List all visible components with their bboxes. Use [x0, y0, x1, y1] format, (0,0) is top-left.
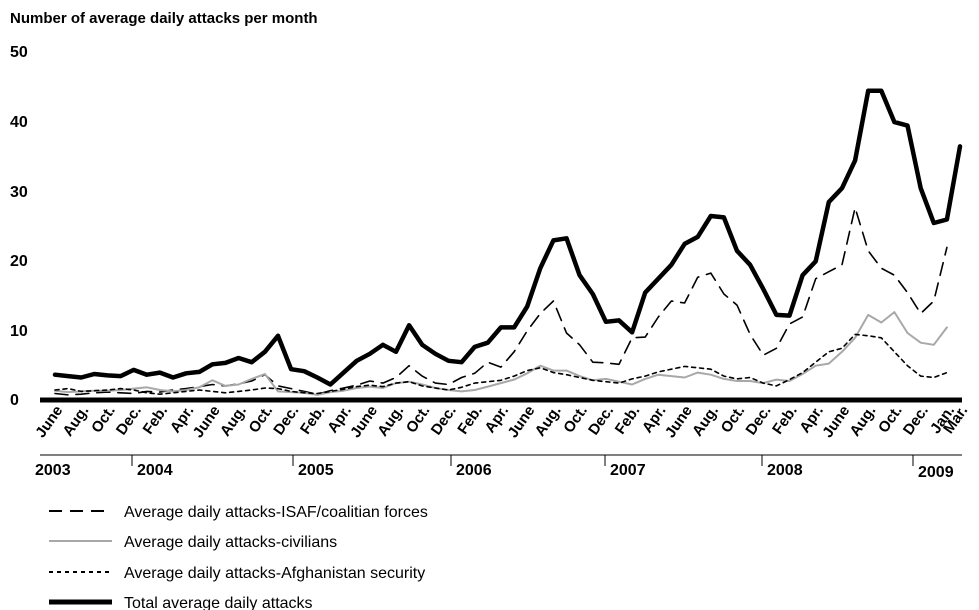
- y-tick-label: 20: [10, 253, 28, 270]
- series-line-3: [54, 333, 948, 396]
- x-tick-label: Dec.: [585, 403, 617, 439]
- x-tick-label: Oct.: [875, 403, 906, 437]
- x-tick-label: Dec.: [113, 403, 145, 439]
- x-tick-label: Aug.: [217, 403, 250, 440]
- x-tick-label: Dec.: [270, 403, 302, 439]
- year-label: 2006: [456, 462, 492, 479]
- y-tick-label: 30: [10, 184, 28, 201]
- x-tick-label: June: [32, 403, 66, 441]
- legend-item-civilians: Average daily attacks-civilians: [49, 534, 337, 551]
- series-line-2: [54, 311, 948, 396]
- year-label: 2003: [35, 462, 71, 479]
- x-tick-label: Oct.: [403, 403, 434, 437]
- x-tick-label: Feb.: [140, 403, 172, 438]
- x-tick-label: Aug.: [59, 403, 92, 440]
- legend-label: Average daily attacks-civilians: [124, 534, 337, 551]
- x-tick-label: June: [504, 403, 538, 441]
- x-tick-label: Oct.: [246, 403, 277, 437]
- legend-label: Average daily attacks-Afghanistan securi…: [124, 565, 425, 582]
- year-label: 2005: [298, 462, 334, 479]
- year-label: 2009: [918, 464, 954, 481]
- x-tick-label: June: [347, 403, 381, 441]
- x-tick-label: Oct.: [560, 403, 591, 437]
- x-tick-label: Oct.: [88, 403, 119, 437]
- x-tick-label: Dec.: [428, 403, 460, 439]
- y-tick-label: 0: [10, 392, 19, 409]
- legend-item-isaf: Average daily attacks-ISAF/coalitian for…: [49, 504, 428, 521]
- x-tick-label: Dec.: [742, 403, 774, 439]
- x-tick-label: Feb.: [297, 403, 329, 438]
- x-axis-ticks: JuneAug.Oct.Dec.Feb.Apr.JuneAug.Oct.Dec.…: [32, 403, 971, 441]
- x-tick-label: June: [190, 403, 224, 441]
- x-tick-label: Feb.: [454, 403, 486, 438]
- chart-title: Number of average daily attacks per mont…: [10, 10, 318, 27]
- x-tick-label: Aug.: [689, 403, 722, 440]
- x-tick-label: June: [819, 403, 853, 441]
- legend-item-total: Total average daily attacks: [49, 595, 313, 610]
- year-label: 2008: [767, 462, 803, 479]
- y-axis-ticks: 0 10 20 30 40 50: [10, 44, 28, 409]
- legend: Average daily attacks-ISAF/coalitian for…: [49, 504, 428, 610]
- legend-label: Average daily attacks-ISAF/coalitian for…: [124, 504, 428, 521]
- x-tick-label: Oct.: [718, 403, 749, 437]
- series-layer: [52, 88, 963, 396]
- year-label: 2007: [610, 462, 646, 479]
- x-tick-label: Aug.: [532, 403, 565, 440]
- year-label: 2004: [137, 462, 173, 479]
- x-tick-label: June: [662, 403, 696, 441]
- x-tick-label: Dec.: [900, 403, 932, 439]
- x-tick-label: Aug.: [846, 403, 879, 440]
- y-tick-label: 10: [10, 323, 28, 340]
- x-tick-label: Feb.: [612, 403, 644, 438]
- x-tick-label: Feb.: [769, 403, 801, 438]
- legend-item-afghan-security: Average daily attacks-Afghanistan securi…: [49, 565, 425, 582]
- y-tick-label: 40: [10, 114, 28, 131]
- x-tick-label: Aug.: [374, 403, 407, 440]
- legend-label: Total average daily attacks: [124, 595, 313, 610]
- y-tick-label: 50: [10, 44, 28, 61]
- series-line-4: [52, 88, 963, 387]
- year-axis: 2003 2004 2005 2006 2007 2008 2009: [35, 454, 962, 481]
